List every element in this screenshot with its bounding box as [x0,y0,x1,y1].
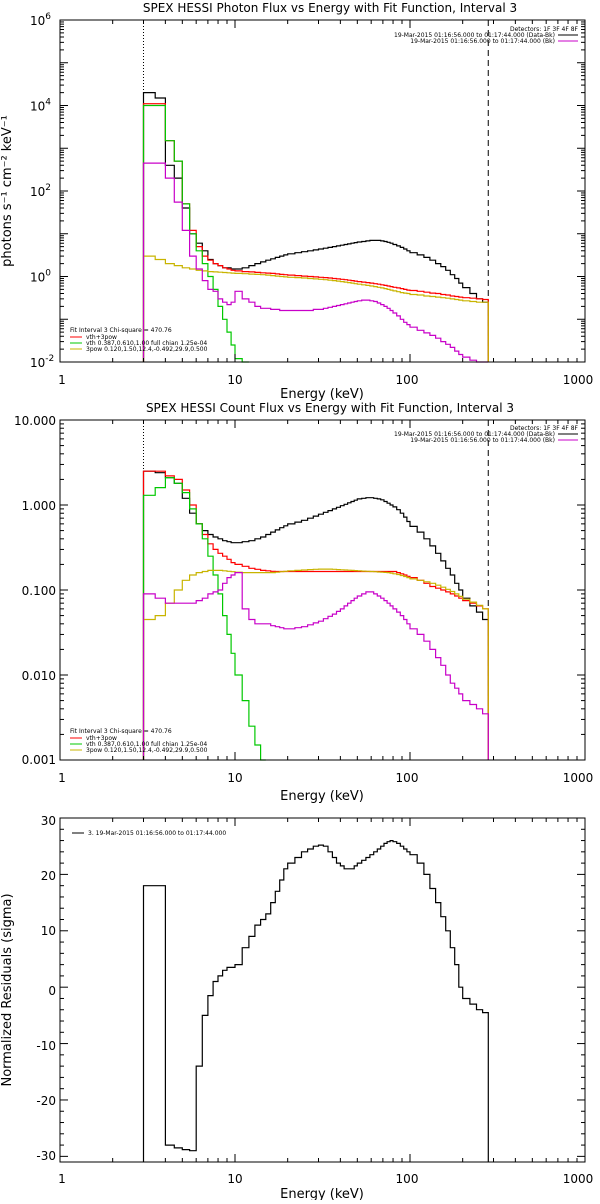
photon-flux-x-tick-labels: 1 10 100 1000 [58,373,593,387]
legend-text: 19-Mar-2015 01:16:56.000 to 01:17:44.000… [394,431,555,438]
count-flux-x-axis-label: Energy (keV) [280,789,364,804]
x-tick-label: 10 [227,771,242,785]
x-tick-label: 1000 [563,771,594,785]
legend-text: Detectors: 1F 3F 4F 8F [510,26,579,33]
count-flux-panel: SPEX HESSI Count Flux vs Energy with Fit… [14,401,593,804]
count-flux-legend-bottom: Fit Interval 3 Chi-square = 470.76 vth+3… [70,728,208,754]
x-tick-label: 10 [227,1172,242,1186]
legend-text: vth 0.387,0.610,1.00 full chian 1.25e-04 [86,340,207,347]
y-tick-base: 10 [30,356,45,370]
legend-text: vth+3pow [86,735,117,742]
y-tick-label: -20 [36,1094,56,1108]
series-3pow [142,568,489,760]
residuals-frame [59,817,586,1163]
y-tick-exponent: 0 [45,269,51,279]
residuals-y-tick-labels: 30 20 10 0 -10 -20 -30 [36,814,56,1163]
x-tick-label: 1000 [563,1172,594,1186]
legend-text: 3pow 0.120,1.50,12.4,-0.492,29.9,0.500 [86,747,208,754]
legend-text: Fit Interval 3 Chi-square = 470.76 [70,327,172,334]
residuals-legend: 3. 19-Mar-2015 01:16:56.000 to 01:17:44.… [72,830,226,837]
series-vth-3pow [142,470,489,760]
y-tick-label: 10.000 [14,414,56,428]
count-flux-legend-top: Detectors: 1F 3F 4F 8F 19-Mar-2015 01:16… [394,425,579,444]
y-tick-base: 10 [30,185,45,199]
y-tick-exponent: 2 [45,183,51,193]
x-tick-label: 10 [227,373,242,387]
x-tick-label: 1000 [563,373,594,387]
y-tick-label: 10-2 [30,354,54,370]
y-tick-label: -30 [36,1149,56,1163]
count-flux-title: SPEX HESSI Count Flux vs Energy with Fit… [146,401,514,415]
residuals-y-axis-label: Normalized Residuals (sigma) [0,893,15,1086]
count-flux-y-tick-labels: 10.000 1.000 0.100 0.010 0.001 [14,414,56,767]
y-tick-label: 0 [48,984,56,998]
legend-text: Detectors: 1F 3F 4F 8F [510,425,579,432]
photon-flux-legend-top: Detectors: 1F 3F 4F 8F 19-Mar-2015 01:16… [394,26,579,45]
legend-text: 3pow 0.120,1.50,12.4,-0.492,29.9,0.500 [86,346,208,353]
count-flux-x-tick-labels: 1 10 100 1000 [58,771,593,785]
y-tick-exponent: -2 [45,354,54,364]
photon-flux-plot-area [142,20,489,363]
count-flux-ticks [59,420,586,761]
residuals-panel: 30 20 10 0 -10 -20 -30 1 10 100 1000 Ene… [0,814,593,1202]
x-tick-label: 100 [396,1172,419,1186]
y-tick-label: 20 [41,869,56,883]
x-tick-label: 100 [396,373,419,387]
series-3pow [142,255,489,362]
y-tick-label: 10 [41,924,56,938]
y-tick-label: 102 [30,183,51,199]
count-flux-frame [59,419,586,761]
y-tick-label: 106 [30,12,51,28]
photon-flux-panel: SPEX HESSI Photon Flux vs Energy with Fi… [0,1,593,402]
y-tick-label: 0.010 [22,669,56,683]
residuals-ticks [59,817,586,1162]
legend-text: vth+3pow [86,334,117,341]
y-tick-base: 10 [30,271,45,285]
series-3-19-mar-2015-01-16-56-000-to-01-17-44-000 [142,840,489,1162]
residuals-x-axis-label: Energy (keV) [280,1187,364,1200]
photon-flux-legend-bottom: Fit Interval 3 Chi-square = 470.76 vth+3… [70,327,208,353]
series-data-bk [142,470,489,760]
series-data-bk [142,92,489,362]
series-vth [142,104,249,363]
x-tick-label: 100 [396,771,419,785]
legend-text: Fit Interval 3 Chi-square = 470.76 [70,728,172,735]
residuals-x-tick-labels: 1 10 100 1000 [58,1172,593,1186]
y-tick-label: 1.000 [22,499,56,513]
series-bk [142,162,489,363]
photon-flux-frame [59,19,586,363]
y-tick-base: 10 [30,100,45,114]
x-tick-label: 1 [58,373,66,387]
y-tick-label: 104 [30,98,51,114]
y-tick-label: 30 [41,814,56,828]
y-tick-label: -10 [36,1039,56,1053]
photon-flux-y-axis-label: photons s⁻¹ cm⁻² keV⁻¹ [0,115,15,267]
photon-flux-title: SPEX HESSI Photon Flux vs Energy with Fi… [143,1,517,15]
x-tick-label: 1 [58,1172,66,1186]
y-tick-base: 10 [30,14,45,28]
legend-text: 3. 19-Mar-2015 01:16:56.000 to 01:17:44.… [88,830,226,837]
series-bk [142,572,489,760]
count-flux-plot-area [142,420,489,761]
series-vth-3pow [142,103,489,362]
y-tick-exponent: 4 [45,98,51,108]
legend-text: 19-Mar-2015 01:16:56.000 to 01:17:44.000… [410,38,555,45]
residuals-plot-area [142,840,489,1162]
legend-text: vth 0.387,0.610,1.00 full chian 1.25e-04 [86,741,207,748]
y-tick-exponent: 6 [45,12,51,22]
y-tick-label: 100 [30,269,51,285]
y-tick-label: 0.100 [22,584,56,598]
x-tick-label: 1 [58,771,66,785]
legend-text: 19-Mar-2015 01:16:56.000 to 01:17:44.000… [394,32,555,39]
series-vth [142,477,266,761]
photon-flux-x-axis-label: Energy (keV) [280,387,364,402]
photon-flux-ticks [59,20,586,363]
y-tick-label: 0.001 [22,753,56,767]
legend-text: 19-Mar-2015 01:16:56.000 to 01:17:44.000… [410,437,555,444]
